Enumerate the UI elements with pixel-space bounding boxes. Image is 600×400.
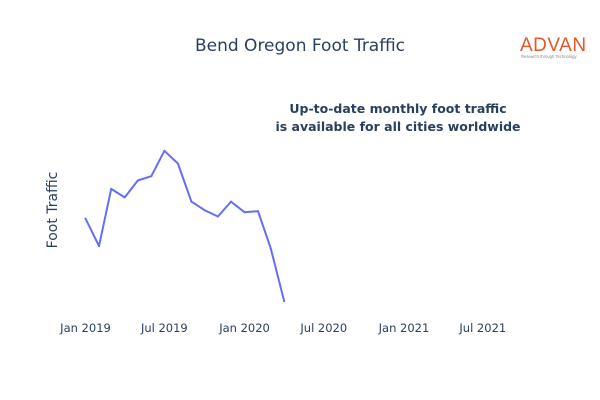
data-point [269, 247, 272, 250]
x-tick-label: Jan 2019 [59, 321, 111, 335]
logo-tagline: Research through Technology [521, 54, 577, 59]
data-point [98, 245, 101, 248]
x-tick-label: Jul 2021 [458, 321, 506, 335]
data-point [216, 215, 219, 218]
data-point [110, 187, 113, 190]
x-tick-label: Jan 2021 [378, 321, 430, 335]
data-point [163, 149, 166, 152]
data-point [150, 175, 153, 178]
x-tick-label: Jul 2020 [299, 321, 347, 335]
x-tick-label: Jan 2020 [218, 321, 270, 335]
data-point [84, 217, 87, 220]
data-point [176, 162, 179, 165]
series-line [84, 149, 286, 302]
data-point [257, 210, 260, 213]
data-point [203, 209, 206, 212]
advan-logo: ADVAN Research through Technology [520, 35, 587, 59]
data-point [123, 196, 126, 199]
series-group [84, 149, 286, 303]
annotation-line-2: is available for all cities worldwide [275, 119, 520, 134]
data-point [230, 200, 233, 203]
data-point [243, 211, 246, 214]
y-axis-label: Foot Traffic [45, 172, 61, 249]
data-point [190, 200, 193, 203]
annotation-line-1: Up-to-date monthly foot traffic [289, 101, 506, 116]
logo-wordmark: ADVAN [520, 35, 587, 56]
annotation: Up-to-date monthly foot traffic is avail… [275, 101, 520, 134]
data-point [136, 179, 139, 182]
x-axis-ticks: Jan 2019 Jul 2019 Jan 2020 Jul 2020 Jan 2021… [59, 321, 506, 335]
data-point [283, 300, 286, 303]
x-tick-label: Jul 2019 [140, 321, 188, 335]
chart-title: Bend Oregon Foot Traffic [195, 36, 405, 56]
